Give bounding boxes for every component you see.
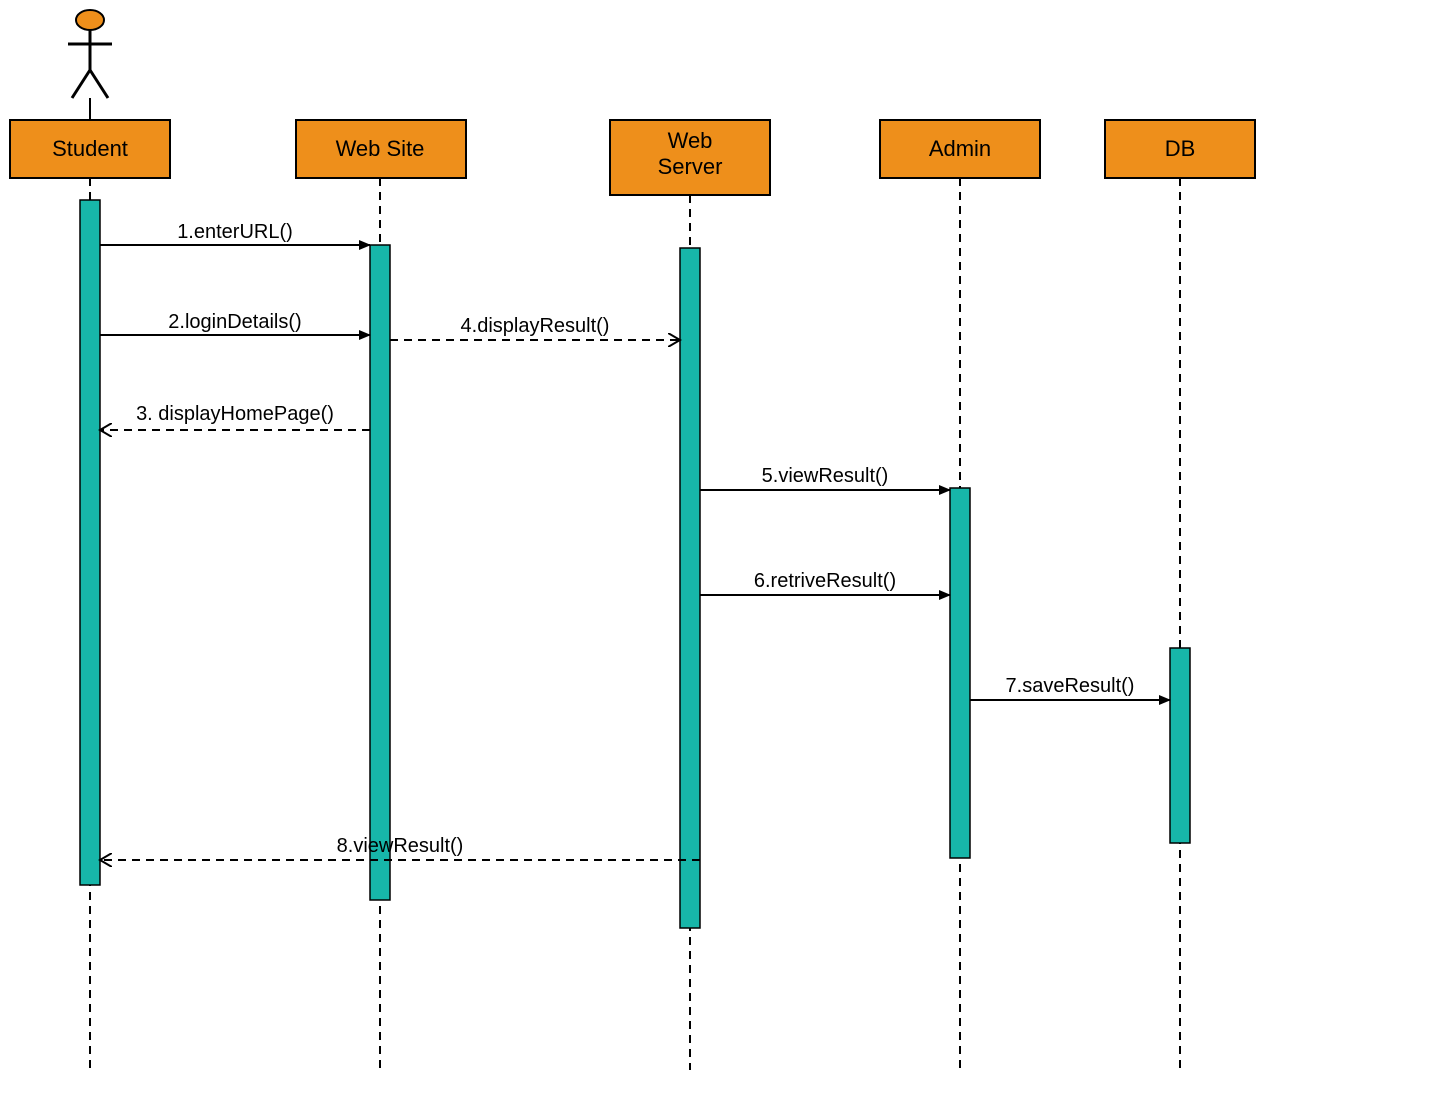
activation-student: [80, 200, 100, 885]
message-4-label: 4.displayResult(): [461, 315, 610, 337]
participant-website-label: Web Site: [336, 136, 425, 161]
activation-admin: [950, 488, 970, 858]
participant-webserver-label: Web: [668, 128, 713, 153]
message-7: 7.saveResult(): [970, 675, 1170, 700]
participant-db-label: DB: [1165, 136, 1196, 161]
participant-student-label: Student: [52, 136, 128, 161]
participant-webserver-label2: Server: [658, 154, 723, 179]
message-1-label: 1.enterURL(): [177, 221, 293, 243]
activation-webserver: [680, 248, 700, 928]
participant-db: DB: [1105, 120, 1255, 1070]
actor-stick-figure: [68, 10, 112, 120]
message-5: 5.viewResult(): [700, 465, 950, 490]
message-1: 1.enterURL(): [100, 221, 370, 245]
message-5-label: 5.viewResult(): [762, 465, 889, 487]
message-3-label: 3. displayHomePage(): [136, 403, 334, 425]
message-3: 3. displayHomePage(): [100, 403, 370, 430]
message-4: 4.displayResult(): [390, 315, 680, 340]
message-8: 8.viewResult(): [100, 835, 700, 860]
participant-admin-label: Admin: [929, 136, 991, 161]
message-8-label: 8.viewResult(): [337, 835, 464, 857]
activation-website: [370, 245, 390, 900]
message-2: 2.loginDetails(): [100, 311, 370, 335]
message-6: 6.retriveResult(): [700, 570, 950, 595]
activation-db: [1170, 648, 1190, 843]
message-6-label: 6.retriveResult(): [754, 570, 896, 592]
message-7-label: 7.saveResult(): [1006, 675, 1135, 697]
message-2-label: 2.loginDetails(): [168, 311, 301, 333]
